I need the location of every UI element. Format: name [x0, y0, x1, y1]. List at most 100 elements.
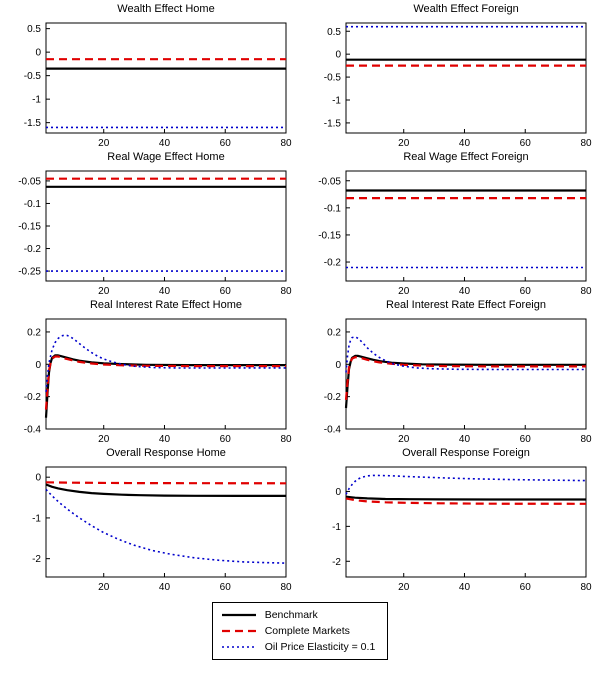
svg-text:40: 40 — [459, 286, 471, 297]
svg-text:-1.5: -1.5 — [24, 118, 42, 129]
svg-text:40: 40 — [159, 286, 171, 297]
svg-text:-0.2: -0.2 — [24, 244, 42, 255]
svg-text:40: 40 — [459, 138, 471, 149]
legend-label-oil-price-elasticity: Oil Price Elasticity = 0.1 — [264, 641, 376, 653]
chart-wealth-effect-foreign: Wealth Effect Foreign 20 40 60 80 0.5 0 -0.5 -1… — [300, 2, 600, 150]
svg-text:0: 0 — [335, 487, 341, 498]
svg-text:20: 20 — [98, 286, 110, 297]
svg-text:60: 60 — [520, 138, 532, 149]
svg-text:20: 20 — [398, 582, 410, 593]
legend-item-benchmark: Benchmark — [221, 609, 376, 621]
svg-text:80: 80 — [580, 434, 592, 445]
svg-text:-0.1: -0.1 — [324, 203, 342, 214]
plot-overall-response-foreign: 20 40 60 80 0 -1 -2 — [332, 466, 592, 593]
complete-markets-line-sample — [221, 629, 256, 633]
legend-item-complete-markets: Complete Markets — [221, 625, 376, 637]
svg-text:80: 80 — [280, 434, 292, 445]
svg-text:20: 20 — [98, 138, 110, 149]
svg-text:-1.5: -1.5 — [324, 118, 342, 129]
chart-title-real-interest-rate-effect-foreign: Real Interest Rate Effect Foreign — [386, 299, 546, 311]
plot-real-wage-effect-foreign: 20 40 60 80 -0.05 -0.1 -0.15 -0.2 — [318, 170, 592, 297]
plot-overall-response-home: 20 40 60 80 0 -1 -2 — [32, 466, 292, 593]
plot-real-interest-rate-effect-home: 20 40 60 80 0.2 0 -0.2 -0.4 — [24, 318, 292, 445]
chart-title-real-interest-rate-effect-home: Real Interest Rate Effect Home — [89, 299, 243, 311]
plot-real-interest-rate-effect-foreign: 20 40 60 80 0.2 0 -0.2 -0.4 — [324, 318, 592, 445]
chart-overall-response-foreign: Overall Response Foreign 20 40 60 80 0 -1 -2 — [300, 446, 600, 594]
svg-text:-0.2: -0.2 — [324, 258, 342, 269]
svg-text:0.5: 0.5 — [27, 24, 41, 35]
svg-text:-1: -1 — [332, 96, 341, 107]
svg-text:0.5: 0.5 — [327, 27, 341, 38]
svg-text:80: 80 — [280, 286, 292, 297]
svg-text:60: 60 — [220, 434, 232, 445]
svg-text:-1: -1 — [32, 513, 41, 524]
svg-text:60: 60 — [520, 582, 532, 593]
svg-text:80: 80 — [580, 582, 592, 593]
svg-text:80: 80 — [280, 138, 292, 149]
svg-text:40: 40 — [459, 582, 471, 593]
svg-text:60: 60 — [220, 286, 232, 297]
svg-text:80: 80 — [580, 286, 592, 297]
svg-text:-0.5: -0.5 — [324, 73, 342, 84]
legend: Benchmark Complete Markets Oil Price Ela… — [211, 602, 389, 660]
svg-text:60: 60 — [220, 138, 232, 149]
legend-label-benchmark: Benchmark — [264, 609, 318, 621]
svg-text:-0.05: -0.05 — [18, 176, 41, 187]
legend-container: Benchmark Complete Markets Oil Price Ela… — [0, 602, 600, 660]
svg-text:-2: -2 — [332, 557, 341, 568]
svg-text:-0.5: -0.5 — [24, 71, 42, 82]
svg-text:60: 60 — [520, 286, 532, 297]
chart-title-wealth-effect-home: Wealth Effect Home — [117, 3, 215, 15]
subplot-grid: Wealth Effect Home 20 40 60 80 0.5 0 -0.5 -1 -1.… — [0, 2, 600, 594]
svg-text:-0.15: -0.15 — [18, 222, 41, 233]
svg-text:0: 0 — [35, 360, 41, 371]
svg-text:-0.25: -0.25 — [18, 267, 41, 278]
legend-label-complete-markets: Complete Markets — [264, 625, 350, 637]
chart-real-wage-effect-home: Real Wage Effect Home 20 40 60 80 -0.05 -0.1 -… — [0, 150, 300, 298]
oil-price-elasticity-line-sample — [221, 646, 256, 648]
svg-text:60: 60 — [220, 582, 232, 593]
svg-text:40: 40 — [159, 138, 171, 149]
svg-text:-2: -2 — [32, 554, 41, 565]
svg-text:-0.15: -0.15 — [318, 230, 341, 241]
svg-text:40: 40 — [159, 582, 171, 593]
plot-wealth-effect-home: 20 40 60 80 0.5 0 -0.5 -1 -1.5 — [24, 22, 292, 149]
chart-wealth-effect-home: Wealth Effect Home 20 40 60 80 0.5 0 -0.5 -1 -1.… — [0, 2, 300, 150]
svg-text:40: 40 — [459, 434, 471, 445]
svg-text:60: 60 — [520, 434, 532, 445]
svg-text:-0.05: -0.05 — [318, 176, 341, 187]
svg-text:0: 0 — [35, 473, 41, 484]
plot-wealth-effect-foreign: 20 40 60 80 0.5 0 -0.5 -1 -1.5 — [324, 22, 592, 149]
svg-text:0.2: 0.2 — [27, 327, 41, 338]
chart-title-overall-response-foreign: Overall Response Foreign — [402, 447, 530, 459]
benchmark-line-sample — [221, 613, 256, 617]
chart-overall-response-home: Overall Response Home 20 40 60 80 0 -1 -2 — [0, 446, 300, 594]
chart-real-interest-rate-effect-home: Real Interest Rate Effect Home 20 40 60 80 0… — [0, 298, 300, 446]
svg-text:-1: -1 — [32, 95, 41, 106]
svg-text:-1: -1 — [332, 522, 341, 533]
chart-title-wealth-effect-foreign: Wealth Effect Foreign — [413, 3, 519, 15]
plot-real-wage-effect-home: 20 40 60 80 -0.05 -0.1 -0.15 -0.2 -0.25 — [18, 170, 292, 297]
svg-text:80: 80 — [280, 582, 292, 593]
chart-real-wage-effect-foreign: Real Wage Effect Foreign 20 40 60 80 -0.05 -0… — [300, 150, 600, 298]
legend-item-oil-price-elasticity: Oil Price Elasticity = 0.1 — [221, 641, 376, 653]
svg-text:0.2: 0.2 — [327, 327, 341, 338]
chart-title-real-wage-effect-foreign: Real Wage Effect Foreign — [403, 151, 529, 163]
svg-text:-0.4: -0.4 — [24, 425, 42, 436]
svg-text:20: 20 — [398, 138, 410, 149]
svg-text:0: 0 — [35, 48, 41, 59]
chart-title-real-wage-effect-home: Real Wage Effect Home — [107, 151, 225, 163]
svg-text:20: 20 — [98, 582, 110, 593]
svg-text:20: 20 — [98, 434, 110, 445]
svg-text:20: 20 — [398, 286, 410, 297]
svg-text:40: 40 — [159, 434, 171, 445]
chart-title-overall-response-home: Overall Response Home — [106, 447, 226, 459]
svg-text:80: 80 — [580, 138, 592, 149]
svg-text:-0.2: -0.2 — [24, 392, 42, 403]
svg-text:-0.2: -0.2 — [324, 392, 342, 403]
svg-text:-0.4: -0.4 — [324, 425, 342, 436]
svg-text:0: 0 — [335, 50, 341, 61]
chart-real-interest-rate-effect-foreign: Real Interest Rate Effect Foreign 20 40 60… — [300, 298, 600, 446]
svg-text:-0.1: -0.1 — [24, 199, 42, 210]
